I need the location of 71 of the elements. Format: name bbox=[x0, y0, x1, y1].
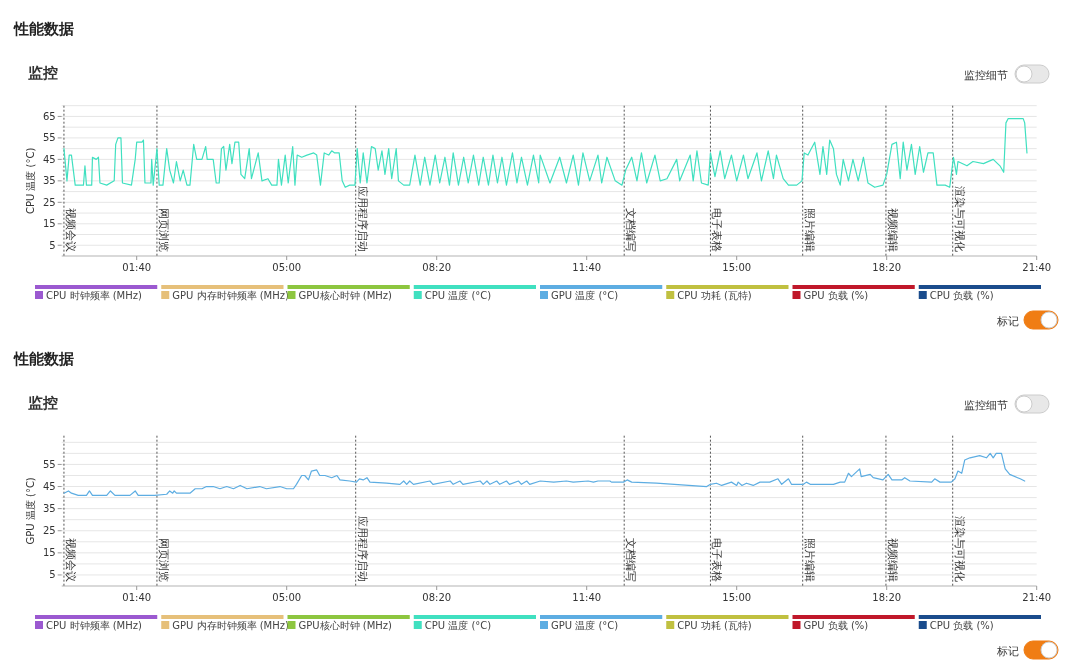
ref-line-label: 网页浏览 bbox=[156, 208, 170, 252]
x-tick-label: 11:40 bbox=[572, 592, 602, 603]
x-tick-label: 18:20 bbox=[872, 592, 902, 603]
legend-label: CPU 时钟频率 (MHz) bbox=[46, 619, 142, 631]
x-tick-label: 05:00 bbox=[272, 592, 302, 603]
ref-line-label: 文档编写 bbox=[624, 208, 638, 252]
x-tick-label: 15:00 bbox=[722, 262, 752, 273]
legend-label: GPU 内存时钟频率 (MHz) bbox=[172, 619, 289, 631]
y-tick-label: 25 bbox=[42, 196, 56, 208]
legend-label: GPU 负载 (%) bbox=[803, 289, 869, 301]
y-axis-title: CPU 温度 (°C) bbox=[25, 147, 36, 215]
legend-label: CPU 负载 (%) bbox=[929, 289, 994, 301]
y-tick-label: 35 bbox=[42, 503, 56, 515]
ref-line-label: 渲染与可视化 bbox=[952, 186, 966, 252]
legend-label: GPU核心时钟 (MHz) bbox=[298, 289, 393, 301]
x-tick-label: 11:40 bbox=[572, 262, 602, 273]
ref-line-label: 电子表格 bbox=[710, 208, 724, 252]
legend-label: CPU 时钟频率 (MHz) bbox=[46, 289, 142, 301]
y-tick-label: 45 bbox=[42, 153, 56, 165]
legend-label: CPU 功耗 (瓦特) bbox=[677, 619, 752, 631]
text: 监控细节 bbox=[964, 69, 1008, 82]
ref-line-label: 视频编辑 bbox=[885, 208, 899, 252]
x-tick-label: 21:40 bbox=[1022, 592, 1052, 603]
ref-line-label: 应用程序启动 bbox=[355, 186, 369, 252]
y-tick-label: 5 bbox=[49, 569, 56, 581]
legend-label: CPU 负载 (%) bbox=[929, 619, 994, 631]
chart-title: 性能数据 bbox=[13, 20, 74, 38]
legend-label: CPU 温度 (°C) bbox=[424, 619, 492, 631]
ref-line-label: 视频会议 bbox=[63, 538, 77, 582]
ref-line-label: 照片编辑 bbox=[802, 208, 816, 252]
y-axis-title: GPU 温度 (°C) bbox=[25, 477, 36, 545]
y-tick-label: 55 bbox=[42, 132, 56, 144]
text: 标记 bbox=[996, 645, 1019, 658]
ref-line-label: 渲染与可视化 bbox=[952, 516, 966, 582]
x-tick-label: 21:40 bbox=[1022, 262, 1052, 273]
legend-label: GPU 内存时钟频率 (MHz) bbox=[172, 289, 289, 301]
line-series bbox=[63, 117, 1028, 188]
y-tick-label: 5 bbox=[49, 239, 56, 251]
x-tick-label: 08:20 bbox=[422, 262, 452, 273]
x-tick-label: 08:20 bbox=[422, 592, 452, 603]
chart-title: 性能数据 bbox=[13, 350, 74, 368]
legend-label: GPU 温度 (°C) bbox=[551, 619, 619, 631]
ref-line-label: 应用程序启动 bbox=[355, 516, 369, 582]
ref-line-label: 视频编辑 bbox=[885, 538, 899, 582]
y-tick-label: 35 bbox=[42, 175, 56, 187]
y-tick-label: 25 bbox=[42, 525, 56, 537]
legend-label: GPU核心时钟 (MHz) bbox=[298, 619, 393, 631]
text: 监控细节 bbox=[964, 399, 1008, 412]
chart-subtitle: 监控 bbox=[28, 64, 58, 82]
ref-line-label: 网页浏览 bbox=[156, 538, 170, 582]
legend-label: CPU 功耗 (瓦特) bbox=[677, 289, 752, 301]
x-tick-label: 15:00 bbox=[722, 592, 752, 603]
y-tick-label: 65 bbox=[42, 110, 56, 122]
y-tick-label: 55 bbox=[42, 458, 56, 470]
legend-label: CPU 温度 (°C) bbox=[424, 289, 492, 301]
ref-line-label: 视频会议 bbox=[63, 208, 77, 252]
ref-line-label: 文档编写 bbox=[624, 538, 638, 582]
legend-label: GPU 负载 (%) bbox=[803, 619, 869, 631]
y-tick-label: 15 bbox=[42, 547, 56, 559]
chart-subtitle: 监控 bbox=[28, 394, 58, 412]
x-tick-label: 18:20 bbox=[872, 262, 902, 273]
ref-line-label: 电子表格 bbox=[710, 538, 724, 582]
legend-label: GPU 温度 (°C) bbox=[551, 289, 619, 301]
line-series bbox=[63, 452, 1026, 496]
x-tick-label: 01:40 bbox=[122, 592, 152, 603]
ref-line-label: 照片编辑 bbox=[802, 538, 816, 582]
y-tick-label: 45 bbox=[42, 481, 56, 493]
y-tick-label: 15 bbox=[42, 218, 56, 230]
text: 标记 bbox=[996, 315, 1019, 328]
x-tick-label: 05:00 bbox=[272, 262, 302, 273]
x-tick-label: 01:40 bbox=[122, 262, 152, 273]
